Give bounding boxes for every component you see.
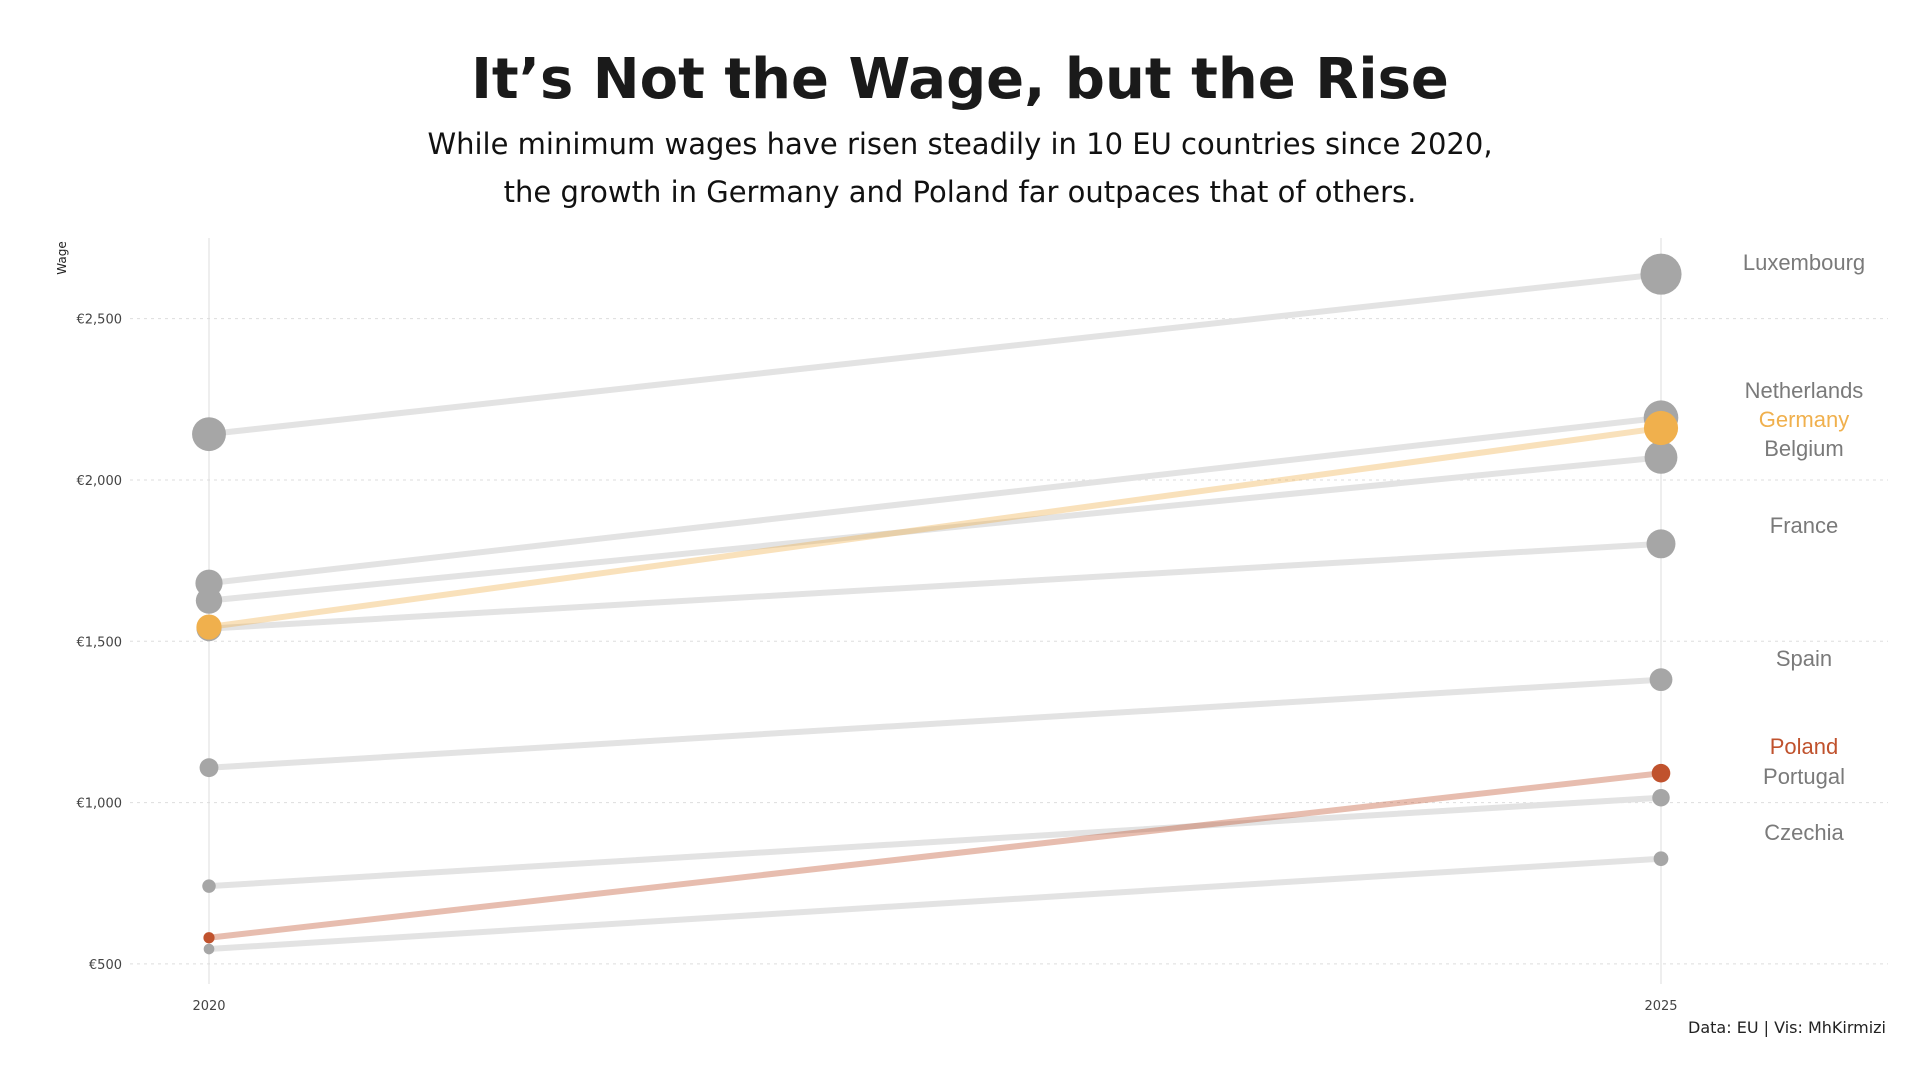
series-line-netherlands (206, 414, 1664, 587)
chart-title: It’s Not the Wage, but the Rise (471, 47, 1449, 112)
series-line-germany (206, 425, 1664, 631)
data-point-poland-2025 (1651, 763, 1671, 783)
series-label-germany: Germany (1759, 407, 1849, 432)
series-line-france (206, 540, 1664, 632)
data-point-france-2025 (1646, 529, 1676, 559)
data-point-portugal-2020 (202, 879, 216, 893)
data-point-luxembourg-2020 (192, 417, 226, 452)
data-point-czechia-2025 (1653, 851, 1669, 867)
series-label-portugal: Portugal (1763, 764, 1845, 789)
series-label-spain: Spain (1776, 646, 1832, 671)
series-label-france: France (1770, 513, 1838, 538)
y-tick-label: €2,500 (77, 313, 123, 328)
y-tick-label: €500 (89, 958, 122, 973)
data-point-germany-2025 (1643, 410, 1679, 446)
series-line-luxembourg (206, 271, 1664, 438)
y-tick-label: €1,000 (77, 797, 123, 812)
data-point-czechia-2020 (203, 943, 215, 955)
series-line-poland (206, 770, 1664, 941)
data-point-poland-2020 (203, 932, 215, 944)
chart-caption: Data: EU | Vis: MhKirmizi (1688, 1018, 1886, 1037)
chart-subtitle-line-1: While minimum wages have risen steadily … (427, 127, 1492, 161)
y-axis-label: Wage (55, 241, 69, 274)
data-point-luxembourg-2025 (1640, 253, 1682, 295)
data-point-spain-2020 (199, 758, 219, 778)
series-points (192, 253, 1682, 955)
data-point-belgium-2025 (1644, 440, 1678, 474)
data-point-portugal-2025 (1652, 788, 1670, 807)
series-line-belgium (206, 454, 1664, 604)
series-label-netherlands: Netherlands (1745, 378, 1864, 403)
series-label-czechia: Czechia (1764, 820, 1844, 845)
x-tick-label: 2025 (1644, 999, 1677, 1014)
y-tick-label: €2,000 (77, 474, 123, 489)
series-line-czechia (206, 855, 1664, 953)
x-tick-label: 2020 (192, 999, 225, 1014)
series-label-belgium: Belgium (1764, 436, 1843, 461)
data-point-spain-2025 (1649, 668, 1673, 692)
series-label-luxembourg: Luxembourg (1743, 250, 1865, 275)
grid-layer: €500 €1,000 €1,500 €2,000 €2,500 2020 2025 (77, 238, 1888, 1014)
chart-subtitle-line-2: the growth in Germany and Poland far out… (504, 175, 1417, 209)
series-lines (206, 271, 1664, 953)
series-line-portugal (206, 794, 1664, 890)
data-point-belgium-2020 (195, 587, 223, 614)
series-line-spain (206, 676, 1664, 771)
series-label-poland: Poland (1770, 734, 1839, 759)
y-tick-label: €1,500 (77, 635, 123, 650)
data-point-germany-2020 (196, 614, 222, 640)
series-labels: Luxembourg Netherlands Germany Belgium Franc… (1743, 250, 1865, 845)
